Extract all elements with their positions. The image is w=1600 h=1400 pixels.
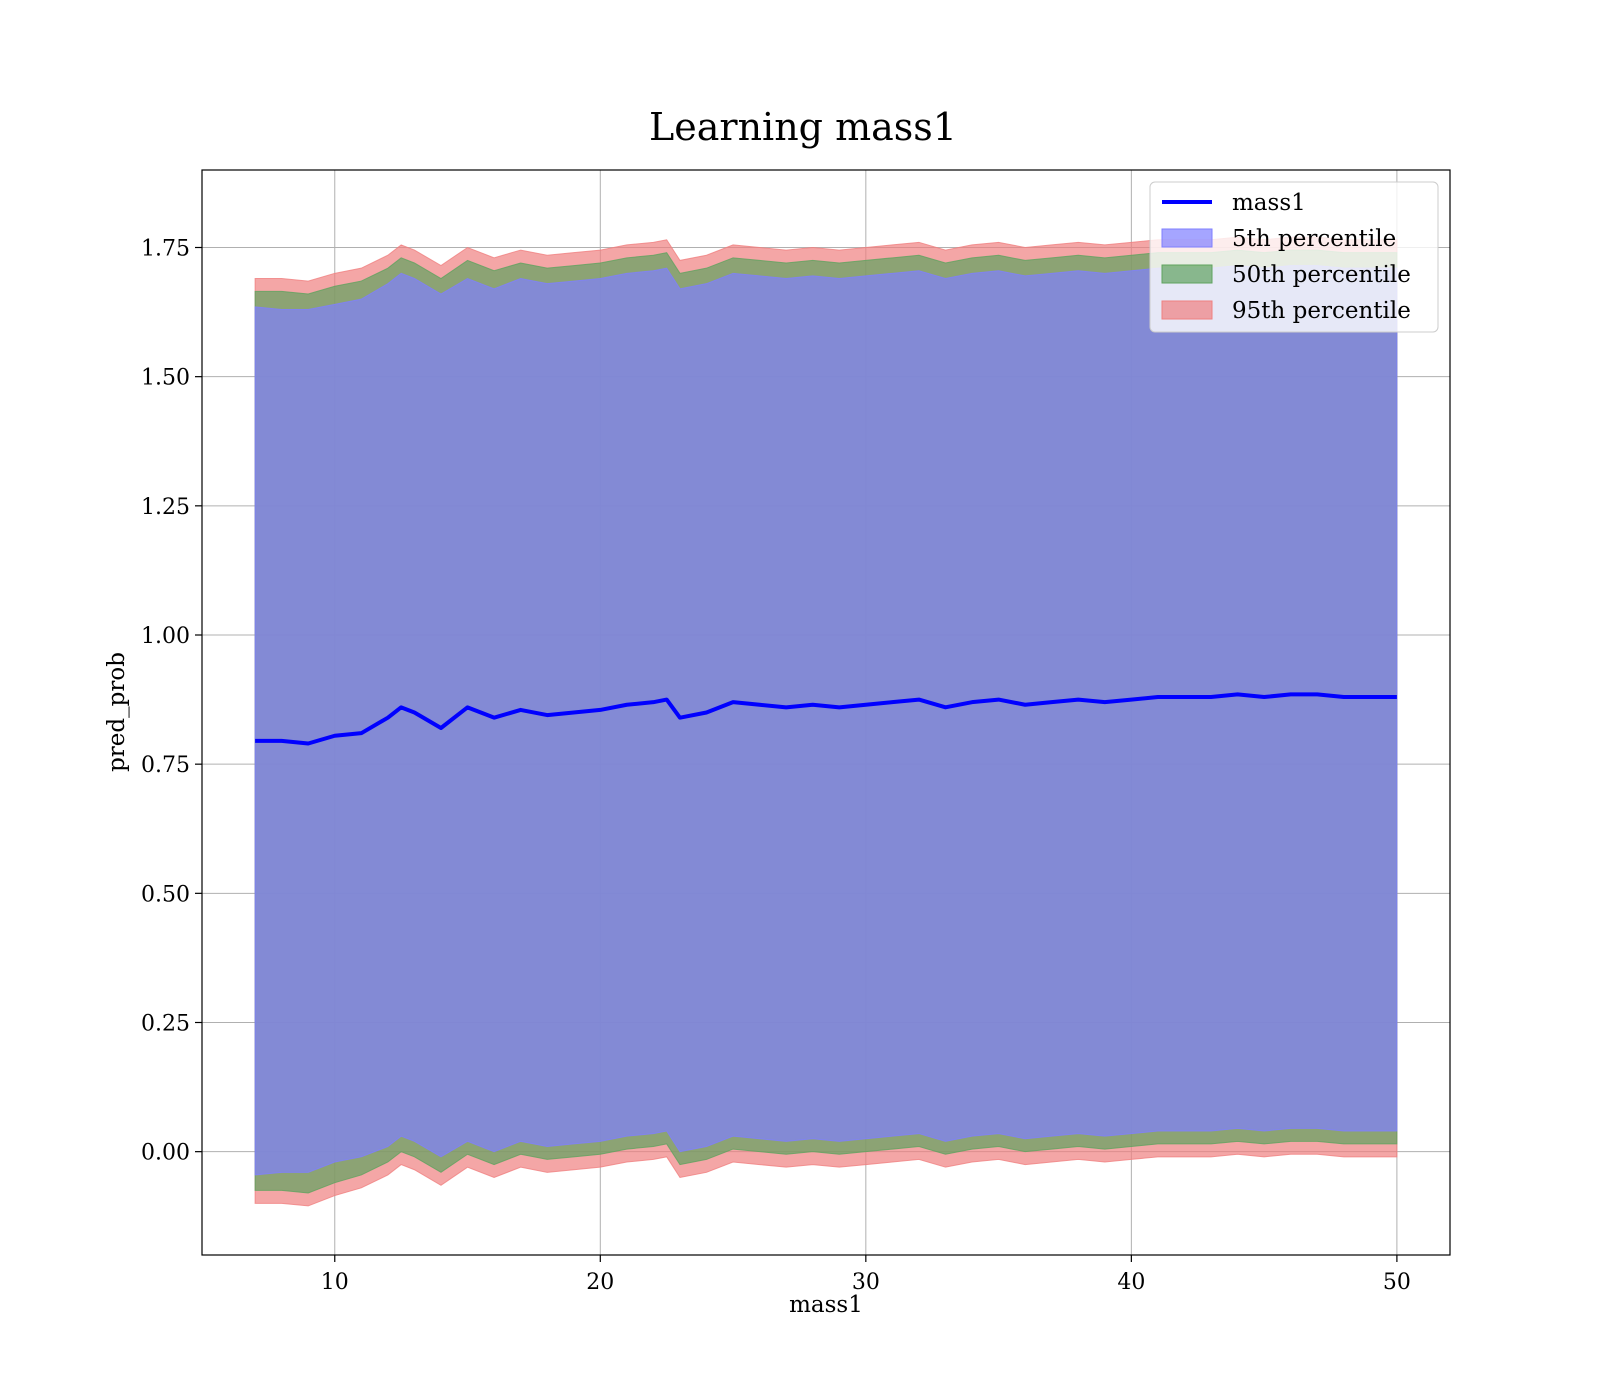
y-tick-label-3: 0.75 <box>141 753 190 778</box>
plot-frame <box>201 169 1451 1256</box>
legend-swatch-2 <box>1161 264 1213 284</box>
legend-label-1: 5th percentile <box>1232 226 1396 252</box>
y-tick-label-5: 1.25 <box>141 495 190 520</box>
legend-label-3: 95th percentile <box>1232 298 1411 324</box>
legend: mass1 5th percentile 50th percentile 95th p… <box>1149 181 1439 333</box>
chart-title: Learning mass1 <box>649 105 957 149</box>
percentile-bands <box>254 236 1398 1207</box>
y-tick-label-6: 1.50 <box>141 366 190 391</box>
y-tick-label-0: 0.00 <box>141 1141 190 1166</box>
y-tick-label-4: 1.00 <box>141 624 190 649</box>
x-tick-label-4: 50 <box>1383 1270 1411 1295</box>
y-tick-label-7: 1.75 <box>141 237 190 262</box>
x-tick-label-0: 10 <box>321 1270 349 1295</box>
x-tick-label-1: 20 <box>586 1270 614 1295</box>
y-tick-label-2: 0.50 <box>141 882 190 907</box>
line-mass1 <box>255 692 1397 746</box>
x-axis-ticks: 10 20 30 40 50 <box>321 1255 1411 1295</box>
series-lines <box>255 692 1397 746</box>
legend-swatch-3 <box>1161 300 1213 320</box>
y-axis-ticks: 0.00 0.25 0.50 0.75 1.00 1.25 1.50 1.75 <box>141 237 202 1166</box>
x-tick-label-2: 30 <box>852 1270 880 1295</box>
x-tick-label-3: 40 <box>1117 1270 1145 1295</box>
band-5th-percentile <box>254 265 1398 1176</box>
y-tick-label-1: 0.25 <box>141 1012 190 1037</box>
legend-swatch-1 <box>1161 228 1213 248</box>
legend-box <box>1149 181 1439 333</box>
legend-label-2: 50th percentile <box>1232 262 1411 288</box>
x-axis-label: mass1 <box>789 1292 863 1318</box>
legend-label-0: mass1 <box>1232 190 1306 216</box>
y-axis-label: pred_prob <box>104 652 130 772</box>
